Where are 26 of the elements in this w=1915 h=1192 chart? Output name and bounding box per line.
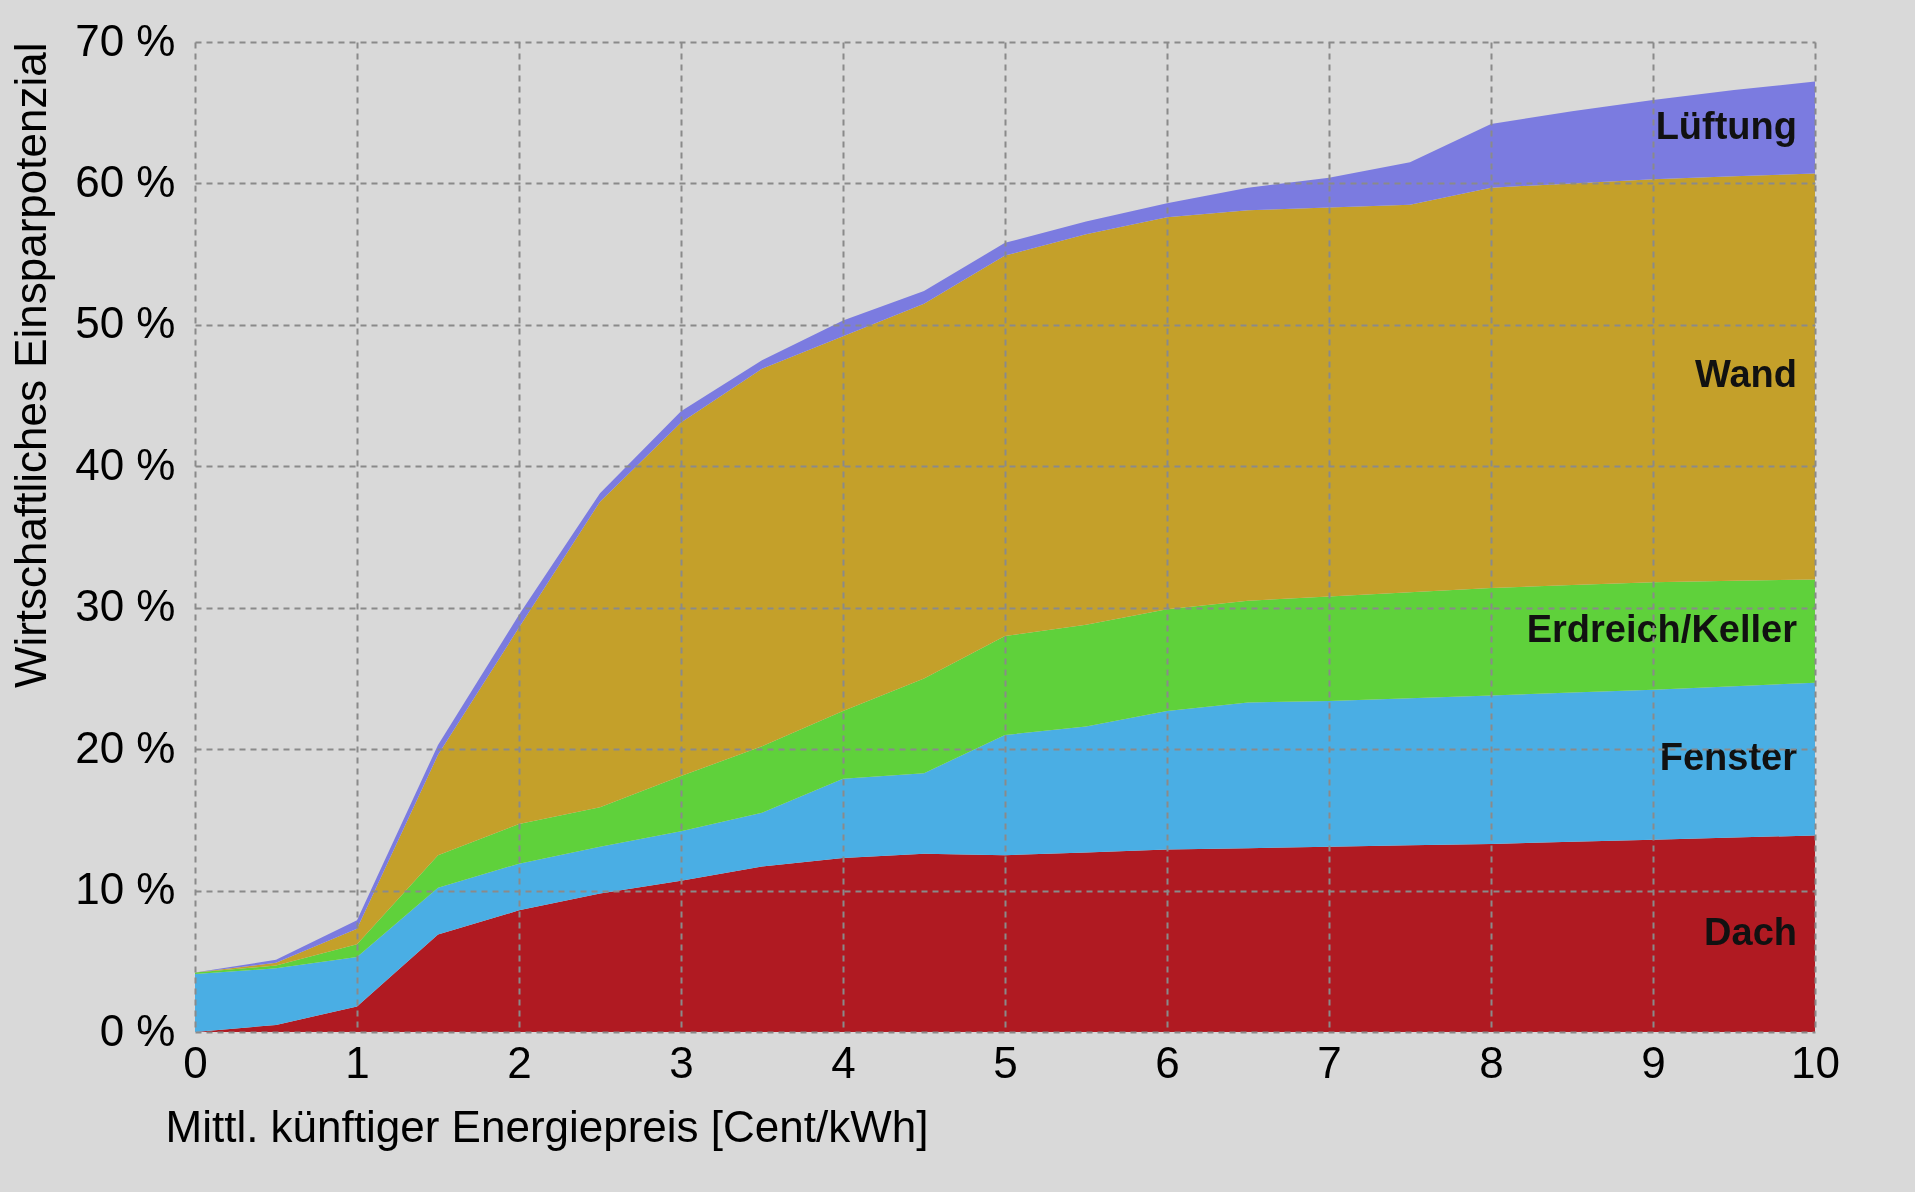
y-tick-label: 40 % [75, 439, 176, 489]
x-axis-title: Mittl. künftiger Energiepreis [Cent/kWh] [165, 1101, 929, 1151]
x-tick-label: 1 [345, 1037, 370, 1087]
y-tick-label: 20 % [75, 722, 176, 772]
series-label: Fenster [1659, 736, 1798, 779]
y-tick-label: 30 % [75, 581, 176, 631]
series-label: Wand [1694, 353, 1797, 396]
x-tick-label: 0 [183, 1037, 208, 1087]
series-label: Dach [1704, 910, 1797, 953]
x-tick-label: 4 [831, 1037, 856, 1087]
y-axis-title: Wirtschaftliches Einsparpotenzial [6, 42, 56, 689]
series-label: Lüftung [1655, 104, 1797, 147]
y-tick-label: 50 % [75, 298, 176, 348]
series-label: Erdreich/Keller [1526, 608, 1798, 651]
x-tick-label: 10 [1791, 1037, 1840, 1087]
x-tick-label: 2 [507, 1037, 532, 1087]
x-tick-label: 8 [1479, 1037, 1504, 1087]
y-tick-label: 60 % [75, 156, 176, 206]
y-tick-label: 10 % [75, 864, 176, 914]
x-tick-label: 3 [669, 1037, 694, 1087]
y-tick-label: 70 % [75, 15, 176, 65]
x-tick-label: 5 [993, 1037, 1018, 1087]
x-tick-label: 6 [1155, 1037, 1180, 1087]
x-tick-label: 7 [1317, 1037, 1342, 1087]
y-tick-label: 0 % [99, 1005, 176, 1055]
x-tick-label: 9 [1641, 1037, 1666, 1087]
